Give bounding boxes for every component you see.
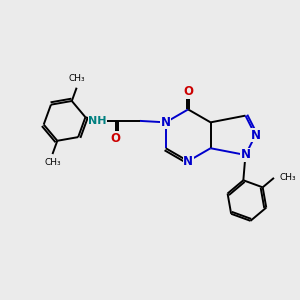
Text: N: N	[250, 129, 260, 142]
Text: O: O	[183, 85, 193, 98]
Text: N: N	[161, 116, 171, 129]
Text: CH₃: CH₃	[68, 74, 85, 83]
Text: NH: NH	[88, 116, 107, 126]
Text: CH₃: CH₃	[279, 173, 296, 182]
Text: N: N	[183, 155, 193, 168]
Text: N: N	[240, 148, 250, 161]
Text: CH₃: CH₃	[44, 158, 61, 166]
Text: O: O	[111, 132, 121, 145]
